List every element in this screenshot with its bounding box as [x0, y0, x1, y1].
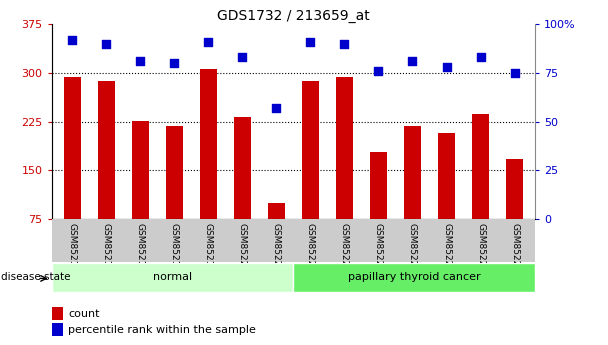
Point — [441, 64, 451, 70]
Point — [136, 58, 145, 64]
Point — [204, 39, 213, 45]
Bar — [52, 263, 293, 292]
Text: normal: normal — [153, 273, 192, 282]
Point — [339, 41, 349, 47]
Text: GSM85225: GSM85225 — [408, 223, 417, 272]
Point — [510, 70, 519, 76]
Bar — [234, 117, 251, 219]
Text: GSM85218: GSM85218 — [170, 223, 179, 272]
Text: GSM85227: GSM85227 — [476, 223, 485, 272]
Title: GDS1732 / 213659_at: GDS1732 / 213659_at — [217, 9, 370, 23]
Bar — [52, 323, 63, 336]
Point — [305, 39, 315, 45]
Point — [67, 37, 77, 42]
Bar — [200, 69, 217, 219]
Text: GSM85217: GSM85217 — [136, 223, 145, 272]
Text: percentile rank within the sample: percentile rank within the sample — [68, 325, 256, 335]
Text: GSM85216: GSM85216 — [102, 223, 111, 272]
Text: papillary thyroid cancer: papillary thyroid cancer — [348, 273, 480, 282]
Point — [272, 105, 282, 111]
Point — [407, 58, 417, 64]
Text: GSM85215: GSM85215 — [67, 223, 77, 272]
Bar — [98, 81, 115, 219]
Text: GSM85219: GSM85219 — [204, 223, 213, 272]
Text: GSM85222: GSM85222 — [306, 223, 315, 272]
Bar — [132, 121, 149, 219]
Bar — [166, 126, 183, 219]
Text: GSM85228: GSM85228 — [510, 223, 519, 272]
Text: count: count — [68, 309, 100, 318]
Text: GSM85220: GSM85220 — [238, 223, 247, 272]
Bar — [64, 77, 81, 219]
Text: GSM85221: GSM85221 — [272, 223, 281, 272]
Bar — [293, 263, 535, 292]
Point — [475, 55, 485, 60]
Text: disease state: disease state — [1, 273, 71, 282]
Bar — [302, 81, 319, 219]
Bar — [370, 152, 387, 219]
Text: GSM85223: GSM85223 — [340, 223, 349, 272]
Bar — [336, 77, 353, 219]
Point — [238, 55, 247, 60]
Text: GSM85224: GSM85224 — [374, 223, 383, 272]
Bar — [506, 159, 523, 219]
Bar — [438, 133, 455, 219]
Point — [170, 60, 179, 66]
Text: GSM85226: GSM85226 — [442, 223, 451, 272]
Point — [373, 68, 383, 74]
Bar — [472, 115, 489, 219]
Bar — [404, 126, 421, 219]
Point — [102, 41, 111, 47]
Bar — [52, 307, 63, 320]
Bar — [268, 203, 285, 219]
